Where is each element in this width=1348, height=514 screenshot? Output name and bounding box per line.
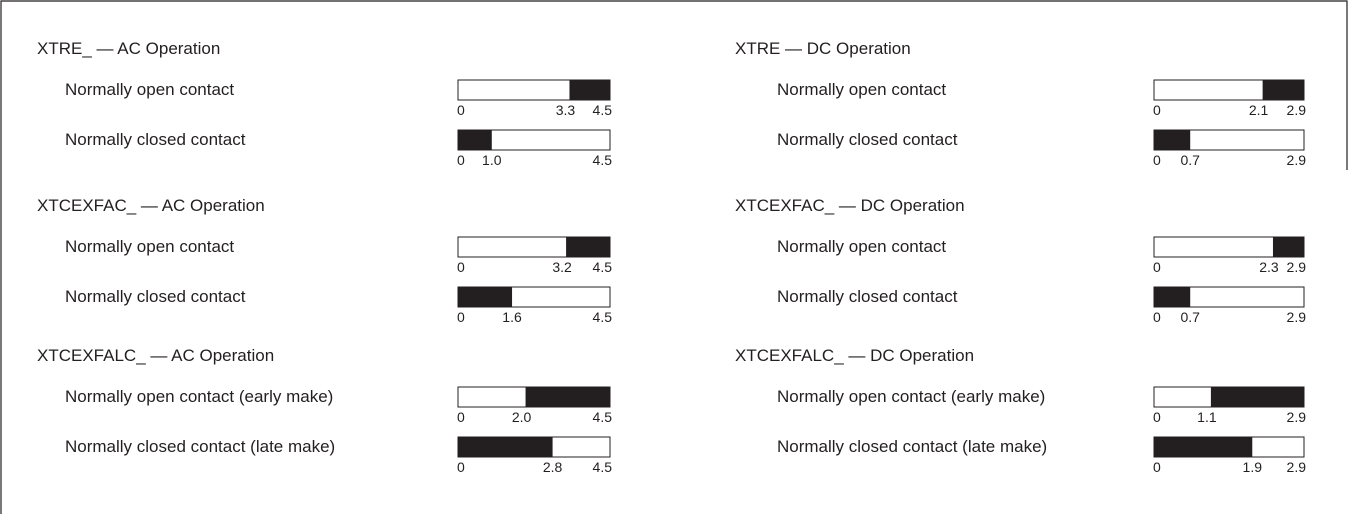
tick-label: 3.2	[552, 259, 572, 275]
tick-label: 1.0	[482, 152, 502, 168]
tick-label: 0	[457, 309, 465, 325]
gauge-fill	[1210, 387, 1304, 407]
row-label: Normally closed contact (late make)	[65, 437, 335, 456]
section-title: XTRE_ — AC Operation	[37, 39, 220, 58]
gauge-fill	[525, 387, 610, 407]
tick-label: 2.3	[1259, 259, 1279, 275]
section-title: XTCEXFALC_ — AC Operation	[37, 346, 274, 365]
tick-label: 2.9	[1287, 409, 1307, 425]
tick-label: 4.5	[593, 102, 613, 118]
section-title: XTRE — DC Operation	[735, 39, 911, 58]
tick-label: 3.3	[556, 102, 576, 118]
gauge-fill	[566, 237, 610, 257]
tick-label: 2.8	[543, 459, 563, 475]
row-label: Normally open contact	[65, 80, 234, 99]
tick-label: 2.9	[1287, 459, 1307, 475]
gauge-fill	[1154, 437, 1253, 457]
tick-label: 2.9	[1287, 152, 1307, 168]
tick-label: 4.5	[593, 259, 613, 275]
tick-label: 0.7	[1180, 309, 1200, 325]
section-title: XTCEXFAC_ — AC Operation	[37, 196, 265, 215]
row-label: Normally closed contact	[65, 287, 246, 306]
row-label: Normally open contact (early make)	[777, 387, 1045, 406]
tick-label: 2.9	[1287, 259, 1307, 275]
gauge-fill	[569, 80, 610, 100]
tick-label: 0	[457, 409, 465, 425]
row-label: Normally closed contact	[777, 130, 958, 149]
tick-label: 4.5	[593, 409, 613, 425]
gauge-fill	[458, 287, 513, 307]
tick-label: 1.1	[1197, 409, 1217, 425]
gauge-fill	[1262, 80, 1304, 100]
tick-label: 0	[1153, 409, 1161, 425]
tick-label: 0	[1153, 309, 1161, 325]
tick-label: 0	[457, 102, 465, 118]
row-label: Normally closed contact	[65, 130, 246, 149]
tick-label: 0	[457, 459, 465, 475]
gauge-fill	[1272, 237, 1304, 257]
tick-label: 0	[1153, 259, 1161, 275]
row-label: Normally open contact (early make)	[65, 387, 333, 406]
tick-label: 0	[1153, 459, 1161, 475]
tick-label: 0	[1153, 152, 1161, 168]
tick-label: 2.1	[1249, 102, 1269, 118]
tick-label: 0.7	[1180, 152, 1200, 168]
gauge-fill	[458, 437, 553, 457]
tick-label: 1.9	[1243, 459, 1263, 475]
tick-label: 0	[457, 259, 465, 275]
section-title: XTCEXFALC_ — DC Operation	[735, 346, 974, 365]
gauge-fill	[1154, 130, 1191, 150]
tick-label: 4.5	[593, 459, 613, 475]
tick-label: 2.9	[1287, 309, 1307, 325]
section-title: XTCEXFAC_ — DC Operation	[735, 196, 965, 215]
tick-label: 4.5	[593, 152, 613, 168]
tick-label: 0	[1153, 102, 1161, 118]
tick-label: 2.9	[1287, 102, 1307, 118]
gauge-fill	[1154, 287, 1191, 307]
row-label: Normally open contact	[777, 80, 946, 99]
tick-label: 0	[457, 152, 465, 168]
row-label: Normally closed contact	[777, 287, 958, 306]
tick-label: 1.6	[502, 309, 522, 325]
row-label: Normally open contact	[777, 237, 946, 256]
row-label: Normally open contact	[65, 237, 234, 256]
row-label: Normally closed contact (late make)	[777, 437, 1047, 456]
tick-label: 4.5	[593, 309, 613, 325]
tick-label: 2.0	[512, 409, 532, 425]
gauge-fill	[458, 130, 492, 150]
